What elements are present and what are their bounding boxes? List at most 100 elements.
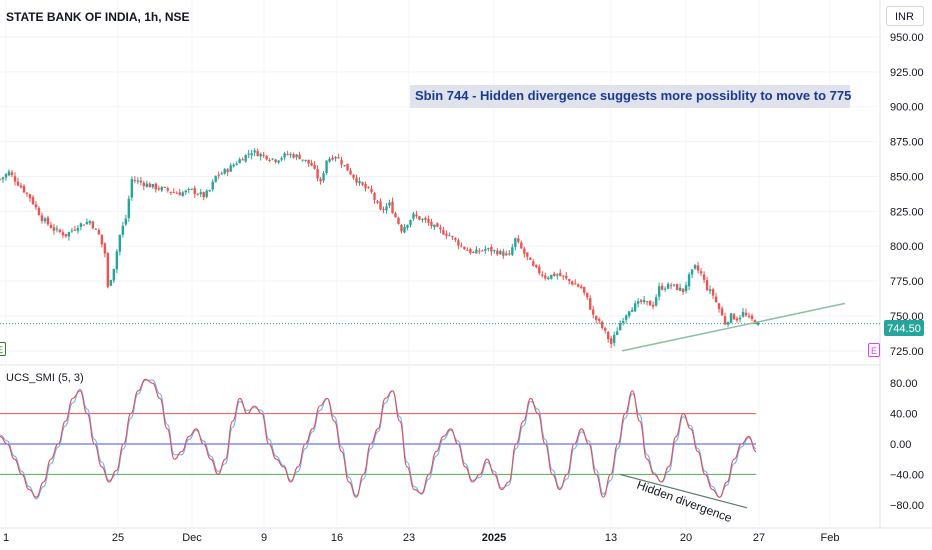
candle-body bbox=[283, 153, 286, 158]
candle-body bbox=[732, 314, 736, 320]
candle-body bbox=[31, 197, 35, 205]
candle-body bbox=[337, 157, 340, 159]
candle-body bbox=[586, 292, 589, 298]
candle-body bbox=[0, 179, 2, 181]
candle-body bbox=[577, 284, 580, 287]
candle-body bbox=[469, 249, 472, 253]
candle-body bbox=[639, 300, 643, 302]
candle-body bbox=[223, 169, 226, 174]
candle-body bbox=[157, 188, 160, 190]
candle-body bbox=[714, 296, 718, 303]
candle-body bbox=[523, 248, 526, 254]
smi-lines[interactable] bbox=[0, 378, 757, 500]
candle-body bbox=[415, 214, 418, 217]
candle-body bbox=[115, 251, 119, 270]
time-axis[interactable]: 1 25 Dec 9 16 23 2025 13 20 27 Feb bbox=[3, 532, 840, 544]
candle-body bbox=[406, 224, 409, 228]
indicator-tick-label: 80.00 bbox=[890, 378, 918, 390]
candle-body bbox=[217, 174, 220, 176]
smi-series-line bbox=[0, 378, 757, 498]
candle-body bbox=[238, 159, 241, 164]
candle-body bbox=[385, 206, 388, 211]
candle-body bbox=[97, 229, 101, 235]
candle-body bbox=[400, 224, 403, 232]
candle-body bbox=[373, 192, 376, 200]
candle-body bbox=[241, 159, 244, 161]
candle-body bbox=[106, 253, 110, 287]
candle-body bbox=[678, 287, 682, 291]
candle-body bbox=[268, 159, 271, 161]
candle-body bbox=[178, 192, 181, 196]
candle-body bbox=[55, 228, 59, 230]
earnings-badge-right[interactable]: E bbox=[868, 343, 880, 357]
candle-body bbox=[304, 159, 307, 161]
price-tick-label: 775.00 bbox=[890, 276, 924, 288]
candle-body bbox=[553, 273, 556, 277]
currency-button[interactable]: INR bbox=[886, 6, 924, 26]
annotation-box[interactable] bbox=[410, 85, 850, 108]
candle-body bbox=[526, 252, 529, 257]
candle-body bbox=[708, 289, 712, 291]
trendline-indicator[interactable] bbox=[619, 473, 748, 509]
candle-body bbox=[226, 169, 229, 173]
candle-body bbox=[502, 251, 505, 256]
candle-body bbox=[151, 184, 154, 188]
time-tick-label: 23 bbox=[403, 532, 415, 544]
candle-body bbox=[621, 321, 625, 323]
candle-body bbox=[364, 184, 367, 189]
candle-body bbox=[723, 316, 727, 325]
candle-body bbox=[595, 315, 598, 320]
indicator-label[interactable]: UCS_SMI (5, 3) bbox=[6, 372, 84, 384]
candle-body bbox=[490, 246, 493, 252]
candle-body bbox=[496, 250, 499, 255]
time-tick-label: Dec bbox=[182, 532, 202, 544]
candle-body bbox=[463, 246, 466, 250]
candle-body bbox=[657, 286, 661, 297]
candle-body bbox=[493, 250, 496, 252]
candle-body bbox=[556, 274, 559, 276]
candle-body bbox=[615, 331, 619, 335]
candlestick-series[interactable] bbox=[0, 148, 760, 348]
candle-body bbox=[169, 191, 172, 193]
candle-body bbox=[636, 301, 640, 304]
grid-lines bbox=[0, 0, 932, 529]
candle-body bbox=[340, 159, 343, 165]
price-tick-label: 800.00 bbox=[890, 241, 924, 253]
candle-body bbox=[292, 154, 295, 158]
time-tick-label: 1 bbox=[3, 532, 9, 544]
candle-body bbox=[529, 257, 532, 260]
smi-series-line bbox=[0, 379, 757, 500]
indicator-levels bbox=[0, 413, 756, 475]
divergence-label: Hidden divergence bbox=[635, 478, 734, 525]
trendline-price[interactable] bbox=[621, 302, 846, 352]
earnings-badge-left[interactable]: E bbox=[0, 342, 6, 356]
candle-body bbox=[220, 173, 223, 175]
candle-body bbox=[319, 178, 322, 182]
candle-body bbox=[705, 280, 709, 291]
price-tick-label: 900.00 bbox=[890, 102, 924, 114]
candle-body bbox=[729, 313, 733, 323]
candle-body bbox=[499, 250, 502, 255]
candle-body bbox=[550, 274, 553, 279]
candle-body bbox=[451, 236, 454, 238]
price-tick-label: 725.00 bbox=[890, 346, 924, 358]
candle-body bbox=[16, 181, 20, 186]
candle-body bbox=[609, 338, 613, 344]
candle-body bbox=[262, 154, 265, 156]
candle-body bbox=[94, 228, 98, 230]
time-tick-label: 20 bbox=[680, 532, 692, 544]
candle-body bbox=[601, 321, 604, 329]
candle-body bbox=[142, 182, 146, 186]
candle-body bbox=[565, 275, 568, 279]
candle-body bbox=[696, 265, 700, 271]
candle-body bbox=[352, 174, 355, 178]
candle-body bbox=[136, 180, 140, 182]
candle-body bbox=[139, 180, 143, 183]
price-axis[interactable]: 950.00 925.00 900.00 875.00 850.00 825.00 800.… bbox=[890, 32, 924, 358]
candle-body bbox=[514, 238, 517, 248]
candle-body bbox=[589, 298, 592, 310]
candle-body bbox=[394, 213, 397, 218]
candle-body bbox=[67, 232, 71, 237]
indicator-axis[interactable]: 80.00 40.00 0.00 −40.00 −80.00 bbox=[890, 378, 924, 512]
